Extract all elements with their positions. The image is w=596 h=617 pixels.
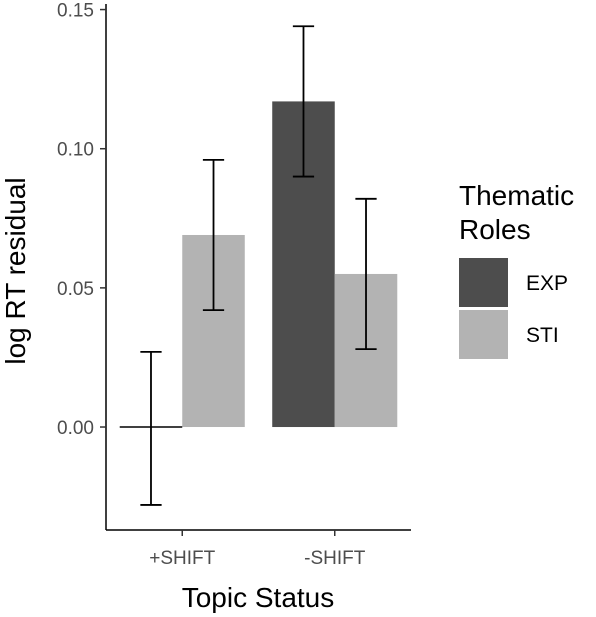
- legend-label-exp: EXP: [526, 272, 568, 295]
- x-axis-title: Topic Status: [182, 582, 335, 613]
- y-tick-label: 0.05: [57, 279, 94, 300]
- y-tick-label: 0.00: [57, 418, 94, 439]
- x-ticks: +SHIFT -SHIFT: [149, 530, 366, 569]
- y-tick-label: 0.15: [57, 1, 94, 22]
- legend-items: EXP STI: [459, 258, 568, 359]
- error-bar-sti-shift: [355, 197, 377, 351]
- error-bars-layer: [119, 25, 377, 506]
- x-tick-label: +SHIFT: [149, 548, 215, 569]
- y-axis-title: log RT residual: [0, 177, 31, 364]
- bars-layer: [182, 101, 398, 428]
- legend-title-line-1: Thematic: [459, 180, 574, 211]
- error-bar-exp-shift: [292, 25, 315, 178]
- y-ticks: 0.00 0.05 0.10 0.15: [57, 1, 106, 439]
- legend: Thematic Roles EXP STI: [459, 180, 574, 359]
- legend-key-sti: [459, 310, 508, 359]
- legend-key-exp: [459, 258, 508, 307]
- legend-title-line-2: Roles: [459, 214, 531, 245]
- error-bar-sti-shift: [202, 158, 225, 312]
- error-bar-exp-shift: [140, 350, 162, 506]
- legend-label-sti: STI: [526, 324, 559, 347]
- y-tick-label: 0.10: [57, 140, 94, 161]
- x-tick-label: -SHIFT: [304, 548, 366, 569]
